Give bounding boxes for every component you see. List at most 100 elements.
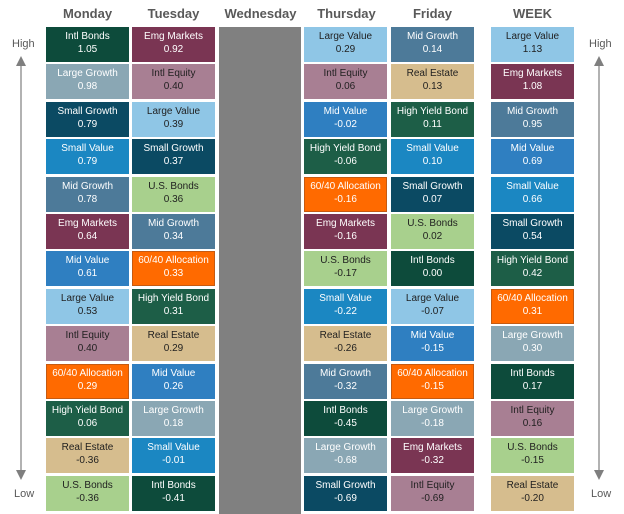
cell-asset-label: Large Growth — [315, 442, 376, 454]
cell-asset-label: U.S. Bonds — [507, 442, 558, 454]
header-wednesday: Wednesday — [224, 6, 297, 21]
cell-thursday-mid-growth: Mid Growth -0.32 — [304, 363, 387, 399]
cell-thursday-intl-equity: Intl Equity 0.06 — [304, 64, 387, 100]
header-thursday: Thursday — [317, 6, 376, 21]
cell-value-label: 0.69 — [522, 156, 543, 168]
cell-value-label: 0.31 — [163, 305, 184, 317]
cell-tuesday-emg-markets: Emg Markets 0.92 — [132, 27, 215, 62]
cell-asset-label: Mid Growth — [147, 218, 200, 229]
header-friday: Friday — [412, 6, 452, 21]
cell-asset-label: Large Value — [318, 31, 373, 42]
cell-value-label: 0.79 — [77, 156, 98, 168]
cell-value-label: 0.64 — [77, 231, 98, 242]
cell-asset-label: Intl Bonds — [510, 367, 555, 379]
cell-asset-label: Intl Bonds — [65, 31, 110, 42]
cell-thursday-mid-value: Mid Value -0.02 — [304, 101, 387, 137]
cell-value-label: 0.29 — [335, 44, 356, 55]
cell-value-label: 0.13 — [422, 81, 443, 93]
cell-friday-60-40-allocation: 60/40 Allocation -0.15 — [391, 363, 474, 399]
cell-asset-label: Emg Markets — [403, 442, 462, 454]
cell-asset-label: Real Estate — [147, 330, 200, 342]
high-label-left: High — [12, 38, 35, 50]
cell-tuesday-mid-growth: Mid Growth 0.34 — [132, 214, 215, 249]
cell-value-label: -0.06 — [334, 156, 357, 168]
cell-asset-label: High Yield Bond — [51, 405, 124, 416]
cell-asset-label: Large Growth — [402, 405, 463, 416]
cell-friday-small-value: Small Value 0.10 — [391, 139, 474, 175]
cell-asset-label: Real Estate — [61, 442, 114, 454]
cell-asset-label: Large Value — [505, 31, 560, 42]
cell-value-label: 0.17 — [522, 380, 543, 392]
cell-tuesday-small-value: Small Value -0.01 — [132, 438, 215, 474]
cell-value-label: 0.06 — [335, 81, 356, 93]
cell-value-label: 0.07 — [422, 193, 443, 205]
cell-value-label: -0.15 — [421, 380, 444, 392]
cell-asset-label: Small Growth — [502, 218, 563, 229]
cell-friday-high-yield-bond: High Yield Bond 0.11 — [391, 101, 474, 137]
cell-value-label: 0.39 — [163, 118, 184, 130]
cell-friday-small-growth: Small Growth 0.07 — [391, 176, 474, 212]
cell-value-label: 0.34 — [163, 231, 184, 242]
cell-asset-label: High Yield Bond — [137, 292, 210, 304]
cell-value-label: 0.79 — [77, 118, 98, 130]
cell-asset-label: U.S. Bonds — [407, 218, 458, 229]
cell-friday-large-value: Large Value -0.07 — [391, 288, 474, 324]
cell-friday-large-growth: Large Growth -0.18 — [391, 401, 474, 436]
cell-value-label: 0.18 — [163, 418, 184, 429]
cell-week-small-value: Small Value 0.66 — [491, 176, 574, 212]
cell-thursday-u-s-bonds: U.S. Bonds -0.17 — [304, 251, 387, 287]
cell-monday-large-value: Large Value 0.53 — [46, 288, 129, 324]
cell-friday-real-estate: Real Estate 0.13 — [391, 64, 474, 100]
cell-asset-label: 60/40 Allocation — [497, 292, 568, 304]
cell-asset-label: U.S. Bonds — [320, 255, 371, 267]
cell-week-emg-markets: Emg Markets 1.08 — [491, 64, 574, 100]
header-week: WEEK — [513, 6, 552, 21]
header-monday: Monday — [62, 6, 113, 21]
cell-week-60-40-allocation: 60/40 Allocation 0.31 — [491, 288, 574, 324]
cell-asset-label: Real Estate — [506, 479, 559, 491]
cell-monday-60-40-allocation: 60/40 Allocation 0.29 — [46, 363, 129, 399]
cell-week-large-growth: Large Growth 0.30 — [491, 326, 574, 362]
cell-week-u-s-bonds: U.S. Bonds -0.15 — [491, 438, 574, 474]
cell-asset-label: U.S. Bonds — [148, 180, 199, 192]
cell-monday-u-s-bonds: U.S. Bonds -0.36 — [46, 475, 129, 511]
cell-value-label: 0.95 — [522, 118, 543, 130]
cell-asset-label: Mid Value — [65, 255, 110, 267]
cell-friday-mid-value: Mid Value -0.15 — [391, 326, 474, 362]
cell-value-label: 0.29 — [163, 343, 184, 355]
cell-friday-u-s-bonds: U.S. Bonds 0.02 — [391, 214, 474, 249]
cell-tuesday-u-s-bonds: U.S. Bonds 0.36 — [132, 176, 215, 212]
cell-asset-label: 60/40 Allocation — [52, 367, 123, 379]
cell-asset-label: Intl Equity — [510, 405, 555, 416]
cell-value-label: 0.11 — [423, 118, 442, 130]
cell-asset-label: Large Value — [146, 105, 201, 117]
cell-tuesday-high-yield-bond: High Yield Bond 0.31 — [132, 288, 215, 324]
cell-value-label: 0.78 — [77, 193, 98, 205]
cell-asset-label: 60/40 Allocation — [138, 255, 209, 267]
cell-asset-label: Small Growth — [143, 143, 204, 155]
cell-asset-label: Small Value — [61, 143, 114, 155]
cell-value-label: -0.16 — [334, 193, 357, 205]
cell-value-label: -0.69 — [334, 492, 357, 504]
cell-monday-mid-growth: Mid Growth 0.78 — [46, 176, 129, 212]
cell-value-label: 0.61 — [77, 268, 98, 280]
cell-tuesday-mid-value: Mid Value 0.26 — [132, 363, 215, 399]
low-label-right: Low — [591, 488, 612, 500]
cell-asset-label: 60/40 Allocation — [310, 180, 381, 192]
cell-week-intl-bonds: Intl Bonds 0.17 — [491, 363, 574, 399]
cell-asset-label: Mid Growth — [319, 367, 372, 379]
cell-value-label: 0.29 — [77, 380, 98, 392]
cell-thursday-large-value: Large Value 0.29 — [304, 27, 387, 62]
cell-asset-label: Mid Value — [410, 330, 455, 342]
rank-arrow-right-icon — [594, 56, 604, 480]
cell-tuesday-small-growth: Small Growth 0.37 — [132, 139, 215, 175]
cell-asset-label: Intl Equity — [151, 68, 196, 80]
cell-asset-label: Real Estate — [406, 68, 459, 80]
cell-value-label: 0.33 — [163, 268, 184, 280]
cell-friday-mid-growth: Mid Growth 0.14 — [391, 27, 474, 62]
cell-asset-label: U.S. Bonds — [62, 479, 113, 491]
cell-asset-label: Intl Equity — [65, 330, 110, 342]
cell-asset-label: Emg Markets — [503, 68, 562, 80]
cell-monday-intl-equity: Intl Equity 0.40 — [46, 326, 129, 362]
cell-asset-label: Large Growth — [57, 68, 118, 80]
